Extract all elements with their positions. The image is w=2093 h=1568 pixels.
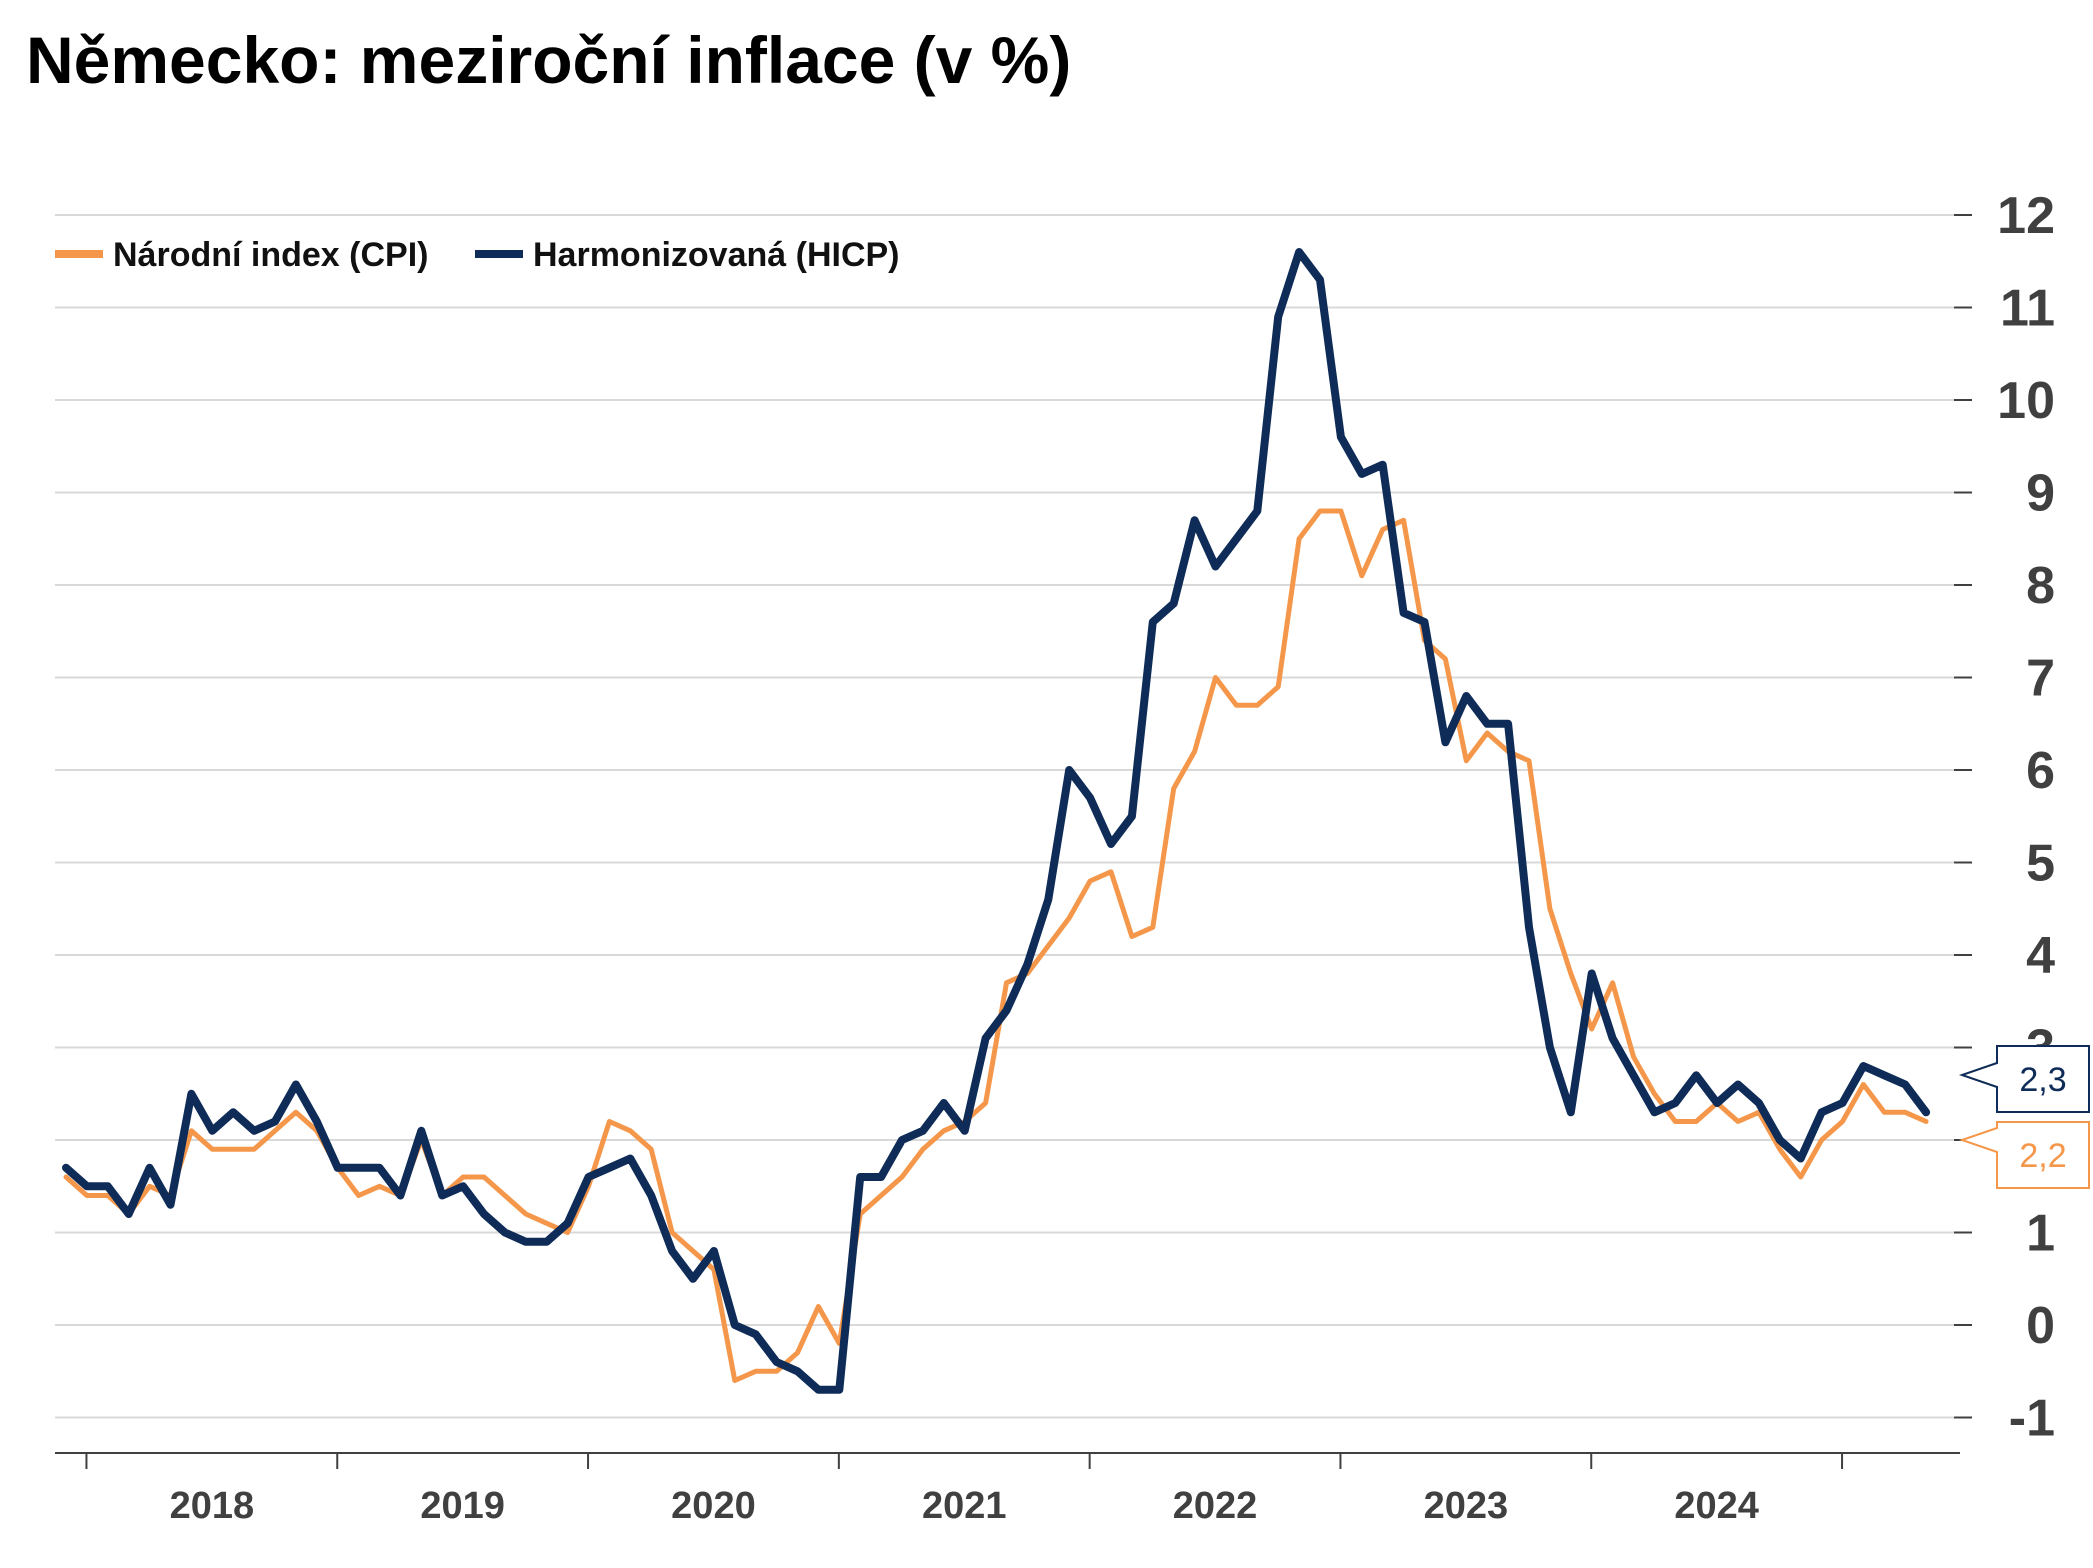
series-line-cpi [63, 508, 1929, 1383]
x-axis [55, 1452, 1960, 1469]
end-label-box [1958, 1121, 2090, 1189]
y-tick-label: 5 [2026, 835, 2055, 893]
legend-label: Národní index (CPI) [113, 236, 428, 274]
legend-item-hicp: Harmonizovaná (HICP) [475, 236, 900, 274]
y-tick-label: 0 [2026, 1297, 2055, 1355]
y-tick-label: 4 [2026, 927, 2055, 985]
end-label-text: 2,3 [2019, 1061, 2066, 1099]
legend-item-cpi: Národní index (CPI) [55, 236, 428, 274]
end-label-text: 2,2 [2019, 1137, 2066, 1175]
x-axis-tick-labels: 2018 2019 2020 2021 2022 2023 2024 [170, 1485, 1759, 1527]
y-tick-label: 9 [2026, 465, 2055, 523]
x-tick-label: 2022 [1173, 1485, 1258, 1527]
y-tick-label: 1 [2026, 1205, 2055, 1263]
x-tick-label: 2024 [1674, 1485, 1759, 1527]
y-tick-label: 6 [2026, 742, 2055, 800]
x-tick-label: 2018 [170, 1485, 255, 1527]
end-label-box [1958, 1045, 2090, 1113]
series-line-hicp [62, 248, 1931, 1394]
series-lines [62, 248, 1931, 1394]
legend: Národní index (CPI) Harmonizovaná (HICP) [55, 236, 900, 274]
x-tick-label: 2021 [922, 1485, 1007, 1527]
end-label-cpi: 2,2 [1958, 1121, 2090, 1189]
y-tick-label: 12 [1997, 187, 2055, 245]
y-tick-label: 11 [2000, 280, 2055, 338]
y-tick-label: 8 [2026, 557, 2055, 615]
x-tick-label: 2023 [1424, 1485, 1509, 1527]
chart-title: Německo: meziroční inflace (v %) [26, 23, 1072, 97]
end-label-hicp: 2,3 [1958, 1045, 2090, 1113]
y-axis-tick-labels: -10123456789101112 [1997, 187, 2055, 1448]
end-value-labels: 2,3 2,2 [1958, 1045, 2090, 1189]
x-tick-label: 2020 [671, 1485, 756, 1527]
y-tick-label: 7 [2026, 650, 2055, 708]
y-tick-label: -1 [2009, 1390, 2055, 1448]
y-tick-label: 10 [1997, 372, 2055, 430]
x-tick-label: 2019 [420, 1485, 505, 1527]
gridlines [55, 214, 1972, 1419]
legend-label: Harmonizovaná (HICP) [533, 236, 900, 274]
